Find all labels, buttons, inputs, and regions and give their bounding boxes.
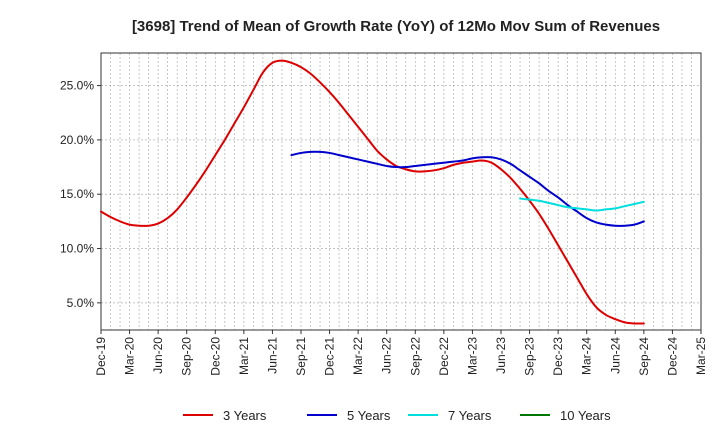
y-tick-label: 15.0%	[60, 187, 94, 201]
x-tick-label: Jun-21	[265, 337, 279, 374]
x-tick-label: Jun-20	[151, 337, 165, 374]
x-tick-label: Dec-20	[208, 337, 222, 376]
x-tick-label: Jun-24	[608, 337, 622, 374]
y-tick-label: 20.0%	[60, 133, 94, 147]
x-tick-label: Sep-21	[294, 337, 308, 376]
x-tick-label: Mar-21	[237, 337, 251, 375]
x-tick-label: Mar-25	[694, 337, 708, 375]
x-tick-label: Sep-23	[523, 337, 537, 376]
x-tick-label: Dec-24	[665, 337, 679, 376]
legend-item-7-years: 7 Years	[408, 408, 492, 423]
chart-title: [3698] Trend of Mean of Growth Rate (YoY…	[132, 18, 660, 35]
series-lines	[100, 59, 645, 325]
legend-label: 3 Years	[223, 408, 267, 423]
x-tick-label: Sep-20	[180, 337, 194, 376]
x-tick-label: Jun-23	[494, 337, 508, 374]
legend: 3 Years 5 Years 7 Years 10 Years	[183, 408, 611, 423]
legend-label: 7 Years	[448, 408, 492, 423]
x-tick-label: Dec-23	[551, 337, 565, 376]
x-tick-label: Dec-21	[323, 337, 337, 376]
x-tick-label: Dec-22	[437, 337, 451, 376]
x-tick-label: Mar-24	[580, 337, 594, 375]
grid	[101, 53, 701, 330]
x-tick-label: Mar-22	[351, 337, 365, 375]
series-line-3-years	[100, 59, 645, 325]
x-tick-label: Dec-19	[94, 337, 108, 376]
series-line-5-years	[290, 150, 645, 227]
legend-item-5-years: 5 Years	[307, 408, 391, 423]
y-tick-label: 10.0%	[60, 242, 94, 256]
y-tick-label: 25.0%	[60, 79, 94, 93]
x-tick-label: Sep-24	[637, 337, 651, 376]
legend-label: 5 Years	[347, 408, 391, 423]
series-line-7-years	[519, 197, 645, 212]
x-tick-label: Jun-22	[380, 337, 394, 374]
legend-item-3-years: 3 Years	[183, 408, 267, 423]
x-tick-label: Mar-23	[465, 337, 479, 375]
x-tick-label: Sep-22	[408, 337, 422, 376]
legend-item-10-years: 10 Years	[520, 408, 611, 423]
y-tick-label: 5.0%	[67, 296, 95, 310]
legend-label: 10 Years	[560, 408, 611, 423]
plot-area-frame	[100, 52, 702, 331]
axes: 5.0% 10.0% 15.0% 20.0% 25.0% Dec-19 Mar-20 Jun-…	[60, 79, 708, 376]
x-tick-label: Mar-20	[123, 337, 137, 375]
